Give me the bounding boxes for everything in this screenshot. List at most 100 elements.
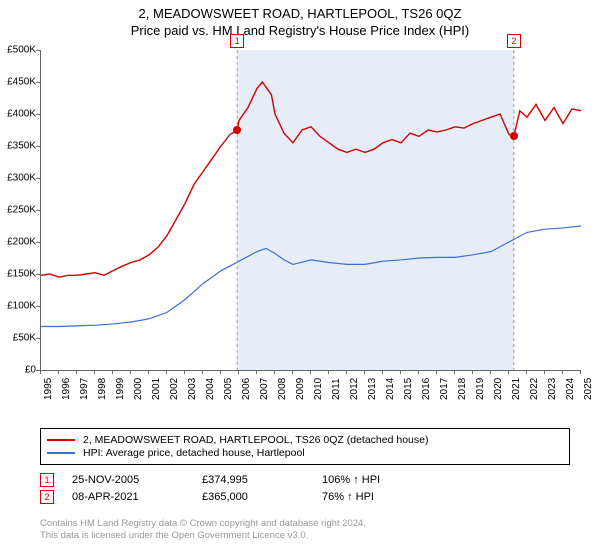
x-axis-label: 2006	[241, 378, 252, 400]
x-tick	[40, 370, 41, 374]
legend-label: 2, MEADOWSWEET ROAD, HARTLEPOOL, TS26 0Q…	[83, 434, 428, 446]
y-tick	[36, 146, 40, 147]
x-axis-label: 1998	[97, 378, 108, 400]
x-tick	[58, 370, 59, 374]
event-row: 1 25-NOV-2005 £374,995 106% ↑ HPI	[40, 473, 570, 487]
title-area: 2, MEADOWSWEET ROAD, HARTLEPOOL, TS26 0Q…	[0, 0, 600, 38]
event-date: 08-APR-2021	[72, 491, 202, 503]
y-tick	[36, 242, 40, 243]
x-axis-label: 1995	[43, 378, 54, 400]
event-marker-icon: 1	[40, 473, 54, 487]
x-axis-label: 2017	[439, 378, 450, 400]
x-tick	[76, 370, 77, 374]
chart-lines	[41, 50, 581, 370]
y-axis-label: £250K	[0, 205, 36, 216]
x-axis-label: 2004	[205, 378, 216, 400]
x-axis-label: 2016	[421, 378, 432, 400]
x-axis-label: 2020	[493, 378, 504, 400]
y-tick	[36, 274, 40, 275]
x-axis-label: 2008	[277, 378, 288, 400]
x-tick	[202, 370, 203, 374]
x-tick	[220, 370, 221, 374]
x-axis-label: 2015	[403, 378, 414, 400]
events-table: 1 25-NOV-2005 £374,995 106% ↑ HPI 2 08-A…	[40, 470, 570, 507]
x-axis-label: 2001	[151, 378, 162, 400]
x-tick	[166, 370, 167, 374]
event-hpi: 76% ↑ HPI	[322, 491, 432, 503]
y-tick	[36, 82, 40, 83]
footer-line: Contains HM Land Registry data © Crown c…	[40, 518, 580, 530]
y-axis-label: £150K	[0, 269, 36, 280]
event-hpi: 106% ↑ HPI	[322, 474, 432, 486]
event-date: 25-NOV-2005	[72, 474, 202, 486]
x-tick	[256, 370, 257, 374]
x-tick	[328, 370, 329, 374]
series-property	[41, 82, 581, 277]
x-axis-label: 2023	[547, 378, 558, 400]
y-axis-label: £200K	[0, 237, 36, 248]
x-tick	[436, 370, 437, 374]
plot-area: 12	[40, 50, 581, 371]
x-tick	[346, 370, 347, 374]
legend: 2, MEADOWSWEET ROAD, HARTLEPOOL, TS26 0Q…	[40, 428, 570, 465]
x-tick	[418, 370, 419, 374]
y-axis-label: £400K	[0, 109, 36, 120]
x-tick	[490, 370, 491, 374]
x-tick	[130, 370, 131, 374]
x-tick	[310, 370, 311, 374]
event-price: £374,995	[202, 474, 322, 486]
x-tick	[508, 370, 509, 374]
x-tick	[238, 370, 239, 374]
x-axis-label: 2011	[331, 378, 342, 400]
marker-dot	[233, 126, 241, 134]
x-tick	[526, 370, 527, 374]
x-tick	[112, 370, 113, 374]
x-tick	[454, 370, 455, 374]
legend-swatch	[47, 452, 75, 454]
y-tick	[36, 306, 40, 307]
x-axis-label: 2000	[133, 378, 144, 400]
marker-dot	[510, 132, 518, 140]
x-tick	[580, 370, 581, 374]
x-tick	[544, 370, 545, 374]
y-axis-label: £350K	[0, 141, 36, 152]
x-axis-label: 2005	[223, 378, 234, 400]
x-tick	[472, 370, 473, 374]
x-axis-label: 2010	[313, 378, 324, 400]
x-tick	[94, 370, 95, 374]
x-axis-label: 2021	[511, 378, 522, 400]
x-axis-label: 1997	[79, 378, 90, 400]
y-axis-label: £300K	[0, 173, 36, 184]
x-tick	[364, 370, 365, 374]
x-axis-label: 2014	[385, 378, 396, 400]
x-axis-label: 2003	[187, 378, 198, 400]
event-marker-icon: 2	[40, 490, 54, 504]
title-address: 2, MEADOWSWEET ROAD, HARTLEPOOL, TS26 0Q…	[0, 6, 600, 21]
x-tick	[382, 370, 383, 374]
y-tick	[36, 210, 40, 211]
footer-line: This data is licensed under the Open Gov…	[40, 530, 580, 542]
y-axis-label: £450K	[0, 77, 36, 88]
x-axis-label: 2018	[457, 378, 468, 400]
legend-item-hpi: HPI: Average price, detached house, Hart…	[47, 447, 563, 459]
y-axis-label: £100K	[0, 301, 36, 312]
x-axis-label: 1999	[115, 378, 126, 400]
legend-item-property: 2, MEADOWSWEET ROAD, HARTLEPOOL, TS26 0Q…	[47, 434, 563, 446]
x-axis-label: 2013	[367, 378, 378, 400]
y-tick	[36, 178, 40, 179]
marker-number: 1	[230, 34, 244, 48]
x-axis-label: 2025	[583, 378, 594, 400]
x-axis-label: 2024	[565, 378, 576, 400]
footer-attribution: Contains HM Land Registry data © Crown c…	[40, 518, 580, 543]
x-axis-label: 2009	[295, 378, 306, 400]
x-axis-label: 2022	[529, 378, 540, 400]
legend-label: HPI: Average price, detached house, Hart…	[83, 447, 305, 459]
x-tick	[562, 370, 563, 374]
event-row: 2 08-APR-2021 £365,000 76% ↑ HPI	[40, 490, 570, 504]
y-axis-label: £50K	[0, 333, 36, 344]
x-tick	[148, 370, 149, 374]
y-tick	[36, 338, 40, 339]
chart-container: 2, MEADOWSWEET ROAD, HARTLEPOOL, TS26 0Q…	[0, 0, 600, 560]
x-axis-label: 2019	[475, 378, 486, 400]
y-axis-label: £0	[0, 365, 36, 376]
